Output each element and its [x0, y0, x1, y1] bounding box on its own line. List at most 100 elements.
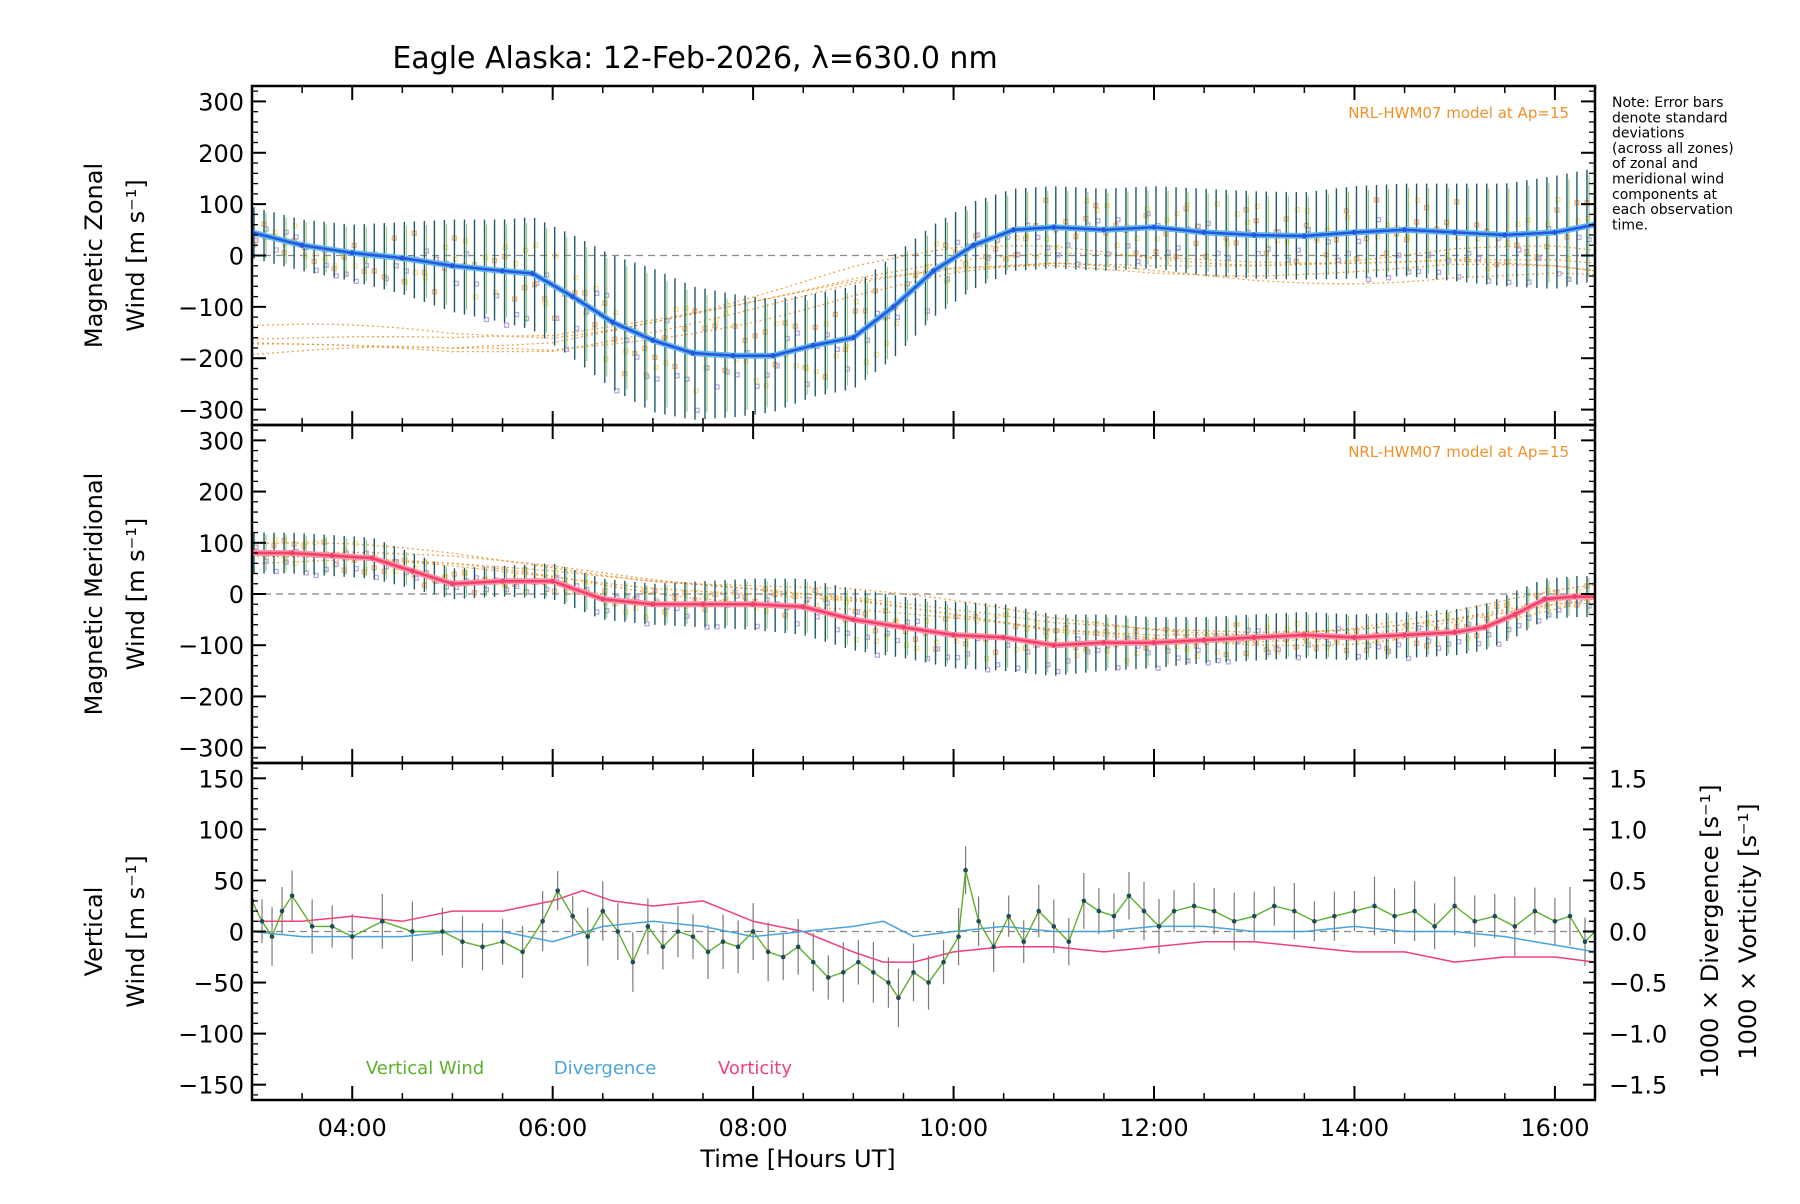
- vertical-wind-point: [410, 929, 415, 934]
- zonal-wind-point: [730, 353, 736, 359]
- scatter-point: [1284, 239, 1290, 245]
- zonal-wind-point: [299, 242, 305, 248]
- zonal-wind-line: [252, 223, 1595, 357]
- scatter-point: [793, 363, 799, 369]
- scatter-point: [1585, 215, 1591, 221]
- vertical-wind-point: [1021, 939, 1027, 945]
- vertical-wind-point: [379, 918, 385, 924]
- vertical-wind-point: [440, 929, 445, 934]
- scatter-point: [1164, 217, 1170, 223]
- meridional-wind-point: [1151, 640, 1157, 646]
- vertical-wind-point: [279, 908, 285, 914]
- meridional-wind-point: [449, 581, 455, 587]
- scatter-point: [683, 305, 689, 312]
- vertical-wind-point: [1472, 918, 1478, 924]
- scatter-point: [623, 348, 629, 354]
- scatter-point: [332, 263, 338, 269]
- vertical-wind-point: [1452, 903, 1457, 909]
- meridional-wind-point: [1051, 642, 1057, 648]
- meridional-wind-point: [500, 578, 506, 584]
- scatter-point: [1575, 588, 1581, 595]
- scatter-point: [1084, 198, 1090, 204]
- scatter-point: [322, 256, 328, 262]
- scatter-point: [1234, 621, 1240, 628]
- scatter-point: [1475, 235, 1481, 242]
- meridional-wind-point: [1101, 640, 1107, 646]
- vertical-wind-point: [1066, 939, 1072, 945]
- scatter-point: [863, 598, 870, 604]
- vertical-wind-point: [585, 934, 591, 939]
- right-y-tick-label: 1.0: [1609, 816, 1647, 844]
- y-tick-label: −150: [178, 1072, 244, 1100]
- meridional-wind-point: [951, 632, 957, 638]
- scatter-point: [1555, 601, 1561, 608]
- meridional-wind-point: [1542, 596, 1548, 602]
- scatter-point: [1024, 626, 1030, 632]
- panel-zonal: NRL-HWM07 model at Ap=15 −300 −200 −100 0 100…: [80, 84, 1597, 427]
- vertical-wind-point: [259, 918, 265, 924]
- note-line: (across all zones): [1612, 141, 1734, 157]
- meridional-wind-point: [1301, 632, 1307, 638]
- scatter-point: [1525, 217, 1531, 223]
- scatter-point: [1224, 241, 1230, 247]
- scatter-point: [614, 388, 620, 394]
- scatter-point: [313, 572, 319, 579]
- vertical-wind-point: [705, 949, 711, 955]
- scatter-point: [1254, 203, 1260, 210]
- zonal-wind-point: [500, 268, 506, 274]
- note-line: denote standard: [1612, 110, 1728, 126]
- y-tick-label: −100: [178, 294, 244, 322]
- zonal-wind-point: [1351, 229, 1357, 235]
- scatter-point: [1555, 196, 1561, 203]
- vertical-wind-point: [1492, 913, 1498, 919]
- scatter-point: [1365, 276, 1372, 283]
- y-tick-label: −100: [178, 632, 244, 660]
- vertical-wind-point: [1081, 898, 1087, 904]
- scatter-point: [723, 310, 729, 316]
- scatter-point: [1414, 197, 1421, 203]
- scatter-point: [893, 617, 900, 623]
- scatter-point: [1034, 620, 1040, 626]
- scatter-point: [903, 284, 910, 290]
- y-tick-label: 100: [198, 530, 244, 558]
- note-line: deviations: [1612, 126, 1684, 142]
- scatter-point: [1374, 639, 1381, 645]
- y-axis-label-line1: Magnetic Meridional: [80, 473, 108, 716]
- scatter-point: [973, 618, 980, 624]
- meridional-wind-point: [1452, 629, 1458, 635]
- legend-vorticity: Vorticity: [718, 1058, 792, 1079]
- y-tick-label: 100: [198, 816, 244, 844]
- legend-divergence: Divergence: [554, 1058, 657, 1079]
- meridional-wind-point: [369, 555, 375, 561]
- vertical-wind-point: [1211, 908, 1217, 914]
- scatter-point: [272, 229, 278, 235]
- scatter-point: [402, 558, 408, 564]
- scatter-point: [573, 275, 579, 281]
- scatter-point: [1565, 255, 1571, 262]
- scatter-point: [1234, 211, 1240, 217]
- y-tick-label: 200: [198, 479, 244, 507]
- scatter-point: [953, 638, 960, 644]
- zonal-wind-point: [449, 263, 455, 269]
- scatter-point: [1024, 233, 1030, 239]
- scatter-point: [1384, 222, 1391, 228]
- scatter-point: [1284, 626, 1290, 632]
- meridional-wind-point: [1001, 635, 1007, 641]
- y-tick-label: −300: [178, 735, 244, 763]
- scatter-point: [983, 655, 990, 662]
- scatter-point: [1155, 665, 1161, 671]
- scatter-point: [873, 351, 880, 358]
- vertical-wind-point: [1126, 893, 1132, 899]
- scatter-point: [1154, 236, 1160, 242]
- vertical-wind-point: [1141, 908, 1147, 914]
- scatter-point: [553, 569, 559, 576]
- zonal-wind-band: [252, 221, 1595, 359]
- zonal-wind-point: [1201, 229, 1207, 235]
- scatter-point: [853, 637, 859, 643]
- meridional-wind-point: [409, 568, 415, 574]
- vertical-wind-point: [911, 970, 916, 975]
- zonal-wind-point: [690, 350, 696, 356]
- scatter-point: [1274, 237, 1280, 244]
- scatter-point: [352, 540, 358, 547]
- vertical-wind-point: [1006, 913, 1011, 919]
